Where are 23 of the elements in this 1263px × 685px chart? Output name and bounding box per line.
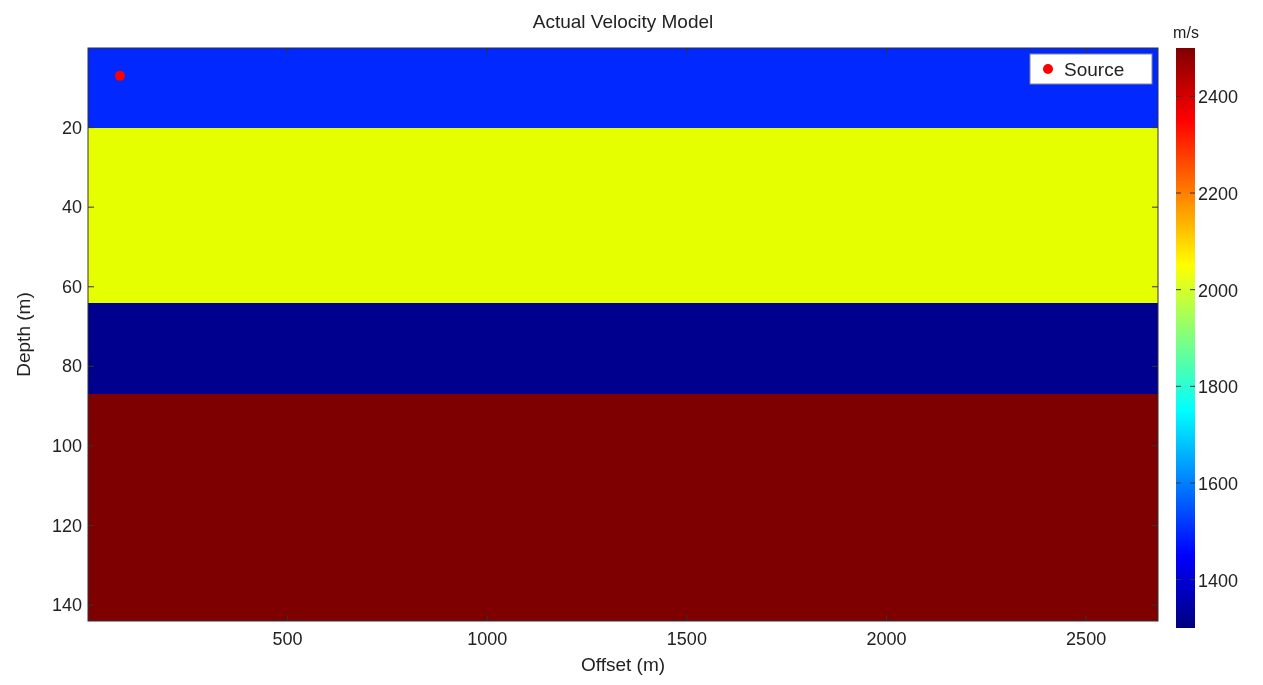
y-tick-label: 60 bbox=[61, 276, 82, 297]
y-tick-label: 80 bbox=[61, 356, 82, 377]
y-tick-label: 100 bbox=[51, 435, 82, 456]
x-tick-label: 2000 bbox=[866, 629, 907, 649]
x-tick-label: 1000 bbox=[467, 629, 508, 649]
color-bar-label: 1800 bbox=[1198, 377, 1239, 398]
y-tick-label: 20 bbox=[61, 117, 82, 138]
x-tick-label: 1500 bbox=[666, 629, 707, 649]
chart-title: Actual Velocity Model bbox=[532, 11, 714, 32]
legend-label: Source bbox=[1064, 59, 1125, 80]
color-bar-label: 2200 bbox=[1198, 184, 1239, 204]
x-tick-label: 2500 bbox=[1066, 629, 1107, 649]
y-axis-title: Depth (m) bbox=[13, 292, 34, 377]
color-bar-label: 1400 bbox=[1198, 570, 1239, 591]
y-tick-label: 140 bbox=[51, 595, 82, 616]
color-bar-label: 2000 bbox=[1198, 280, 1239, 301]
y-tick-label: 40 bbox=[61, 197, 82, 218]
x-axis-title: Offset (m) bbox=[580, 654, 666, 675]
y-tick-label: 120 bbox=[51, 515, 82, 536]
x-tick-label: 500 bbox=[272, 629, 303, 649]
color-bar-title: m/s bbox=[1173, 24, 1199, 41]
color-bar-label: 2400 bbox=[1198, 87, 1239, 108]
color-bar-label: 1600 bbox=[1198, 474, 1239, 494]
